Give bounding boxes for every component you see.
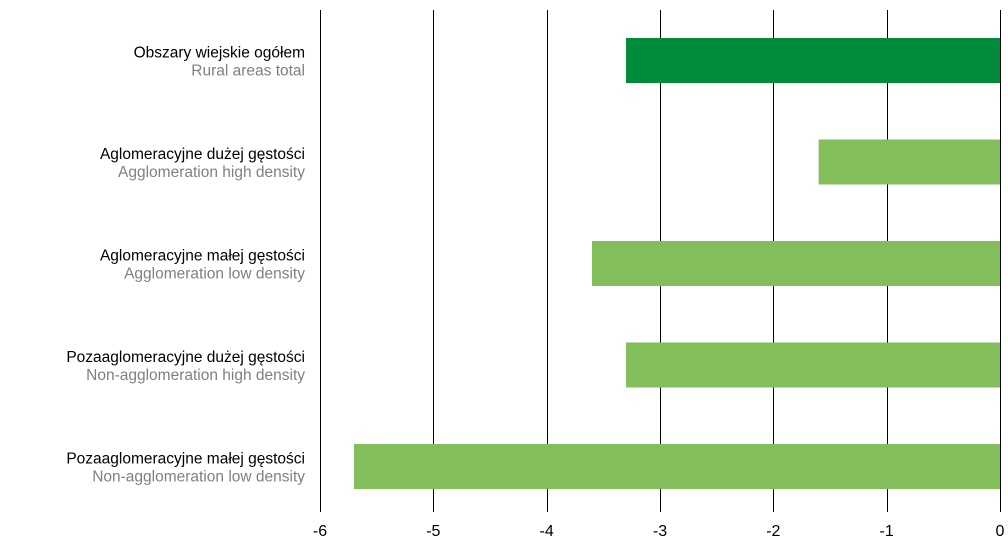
x-tick-label: -3 xyxy=(653,523,667,539)
category-sublabel: Agglomeration high density xyxy=(118,164,305,181)
category-sublabel: Non-agglomeration high density xyxy=(86,367,305,384)
category-label: Pozaaglomeracyjne małej gęstości xyxy=(66,451,305,468)
bar-0 xyxy=(626,38,1000,83)
x-tick-label: -2 xyxy=(766,523,780,539)
bar-3 xyxy=(626,342,1000,388)
category-label: Pozaaglomeracyjne dużej gęstości xyxy=(66,349,305,366)
x-tick-label: -5 xyxy=(426,523,440,539)
x-tick-label: 0 xyxy=(996,523,1005,539)
bar-2 xyxy=(592,241,1000,286)
bar-1 xyxy=(818,139,1000,185)
category-label: Aglomeracyjne małej gęstości xyxy=(100,248,305,265)
category-label: Aglomeracyjne dużej gęstości xyxy=(100,146,305,163)
category-sublabel: Rural areas total xyxy=(191,63,305,80)
bars xyxy=(354,38,1000,489)
category-sublabel: Non-agglomeration low density xyxy=(92,469,305,486)
x-axis-ticks: -6 -5 -4 -3 -2 -1 0 xyxy=(313,523,1005,539)
x-tick-label: -1 xyxy=(880,523,894,539)
category-sublabel: Agglomeration low density xyxy=(124,266,305,283)
x-tick-label: -4 xyxy=(540,523,554,539)
category-label: Obszary wiejskie ogółem xyxy=(134,45,305,62)
x-tick-label: -6 xyxy=(313,523,327,539)
bar-4 xyxy=(354,444,1000,489)
